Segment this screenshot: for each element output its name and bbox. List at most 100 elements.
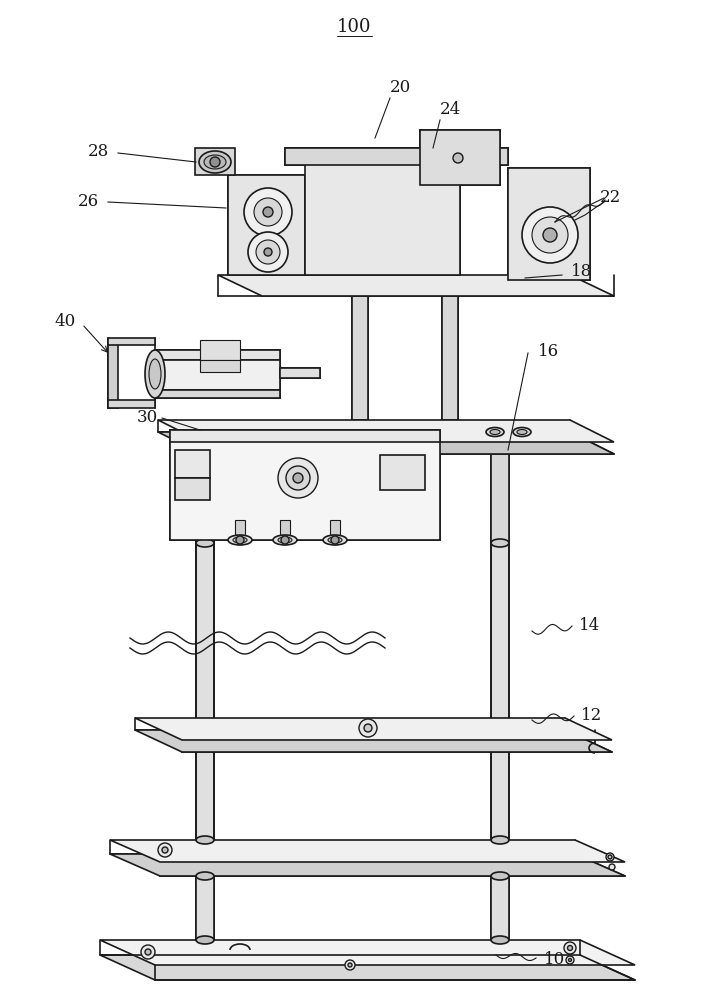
Circle shape — [331, 536, 339, 544]
Polygon shape — [175, 478, 210, 500]
Circle shape — [566, 956, 574, 964]
Polygon shape — [100, 955, 635, 980]
Text: 12: 12 — [582, 708, 603, 724]
Polygon shape — [110, 840, 625, 862]
Text: 30: 30 — [137, 410, 158, 426]
Polygon shape — [155, 360, 280, 390]
Polygon shape — [280, 368, 320, 378]
Circle shape — [364, 724, 372, 732]
Circle shape — [264, 248, 272, 256]
Circle shape — [543, 228, 557, 242]
Circle shape — [210, 157, 220, 167]
Polygon shape — [380, 455, 425, 490]
Ellipse shape — [204, 155, 226, 169]
Polygon shape — [155, 390, 280, 398]
Ellipse shape — [196, 872, 214, 880]
Circle shape — [348, 963, 352, 967]
Polygon shape — [175, 450, 210, 478]
Text: 22: 22 — [599, 190, 621, 207]
Circle shape — [162, 847, 168, 853]
Polygon shape — [200, 360, 240, 372]
Ellipse shape — [328, 537, 342, 543]
Circle shape — [263, 207, 273, 217]
Polygon shape — [170, 430, 440, 540]
Ellipse shape — [491, 936, 509, 944]
Polygon shape — [491, 454, 509, 543]
Ellipse shape — [228, 535, 252, 545]
Polygon shape — [352, 296, 368, 420]
Ellipse shape — [491, 539, 509, 547]
Polygon shape — [196, 543, 214, 840]
Polygon shape — [100, 940, 635, 965]
Circle shape — [281, 536, 289, 544]
Ellipse shape — [199, 151, 231, 173]
Polygon shape — [196, 454, 214, 543]
Polygon shape — [305, 160, 460, 275]
Circle shape — [608, 855, 612, 859]
Polygon shape — [491, 543, 509, 840]
Circle shape — [254, 198, 282, 226]
Circle shape — [293, 473, 303, 483]
Ellipse shape — [490, 430, 500, 434]
Polygon shape — [491, 876, 509, 940]
Circle shape — [522, 207, 578, 263]
Ellipse shape — [491, 872, 509, 880]
Polygon shape — [200, 340, 240, 360]
Circle shape — [248, 232, 288, 272]
Polygon shape — [196, 876, 214, 940]
Text: 16: 16 — [538, 344, 559, 360]
Ellipse shape — [513, 428, 531, 436]
Text: 40: 40 — [54, 314, 75, 330]
Polygon shape — [235, 520, 245, 535]
Circle shape — [141, 945, 155, 959]
Text: 10: 10 — [545, 952, 566, 968]
Circle shape — [345, 960, 355, 970]
Circle shape — [244, 188, 292, 236]
Circle shape — [359, 719, 377, 737]
Polygon shape — [110, 854, 625, 876]
Ellipse shape — [278, 537, 292, 543]
Circle shape — [609, 864, 615, 870]
Text: 18: 18 — [572, 263, 593, 280]
Text: 28: 28 — [87, 143, 109, 160]
Polygon shape — [108, 338, 155, 345]
Polygon shape — [108, 340, 118, 408]
Circle shape — [606, 853, 614, 861]
Circle shape — [564, 942, 576, 954]
Polygon shape — [420, 130, 500, 185]
Text: 26: 26 — [77, 194, 99, 211]
Ellipse shape — [196, 539, 214, 547]
Circle shape — [256, 240, 280, 264]
Polygon shape — [135, 718, 612, 740]
Circle shape — [567, 946, 572, 950]
Circle shape — [286, 466, 310, 490]
Polygon shape — [195, 148, 235, 175]
Text: 14: 14 — [579, 617, 601, 635]
Polygon shape — [508, 168, 590, 280]
Circle shape — [158, 843, 172, 857]
Ellipse shape — [517, 430, 527, 434]
Circle shape — [236, 536, 244, 544]
Ellipse shape — [486, 428, 504, 436]
Ellipse shape — [196, 836, 214, 844]
Ellipse shape — [196, 936, 214, 944]
Polygon shape — [155, 350, 280, 360]
Ellipse shape — [145, 350, 165, 398]
Ellipse shape — [491, 836, 509, 844]
Circle shape — [569, 958, 572, 962]
Polygon shape — [170, 430, 440, 442]
Text: 20: 20 — [390, 80, 411, 97]
Text: 100: 100 — [337, 18, 371, 36]
Text: 24: 24 — [439, 102, 461, 118]
Polygon shape — [280, 520, 290, 535]
Ellipse shape — [149, 359, 161, 389]
Polygon shape — [285, 148, 508, 165]
Ellipse shape — [323, 535, 347, 545]
Polygon shape — [158, 420, 614, 442]
Polygon shape — [442, 296, 458, 420]
Circle shape — [453, 153, 463, 163]
Circle shape — [145, 949, 151, 955]
Polygon shape — [218, 275, 614, 296]
Ellipse shape — [233, 537, 247, 543]
Polygon shape — [330, 520, 340, 535]
